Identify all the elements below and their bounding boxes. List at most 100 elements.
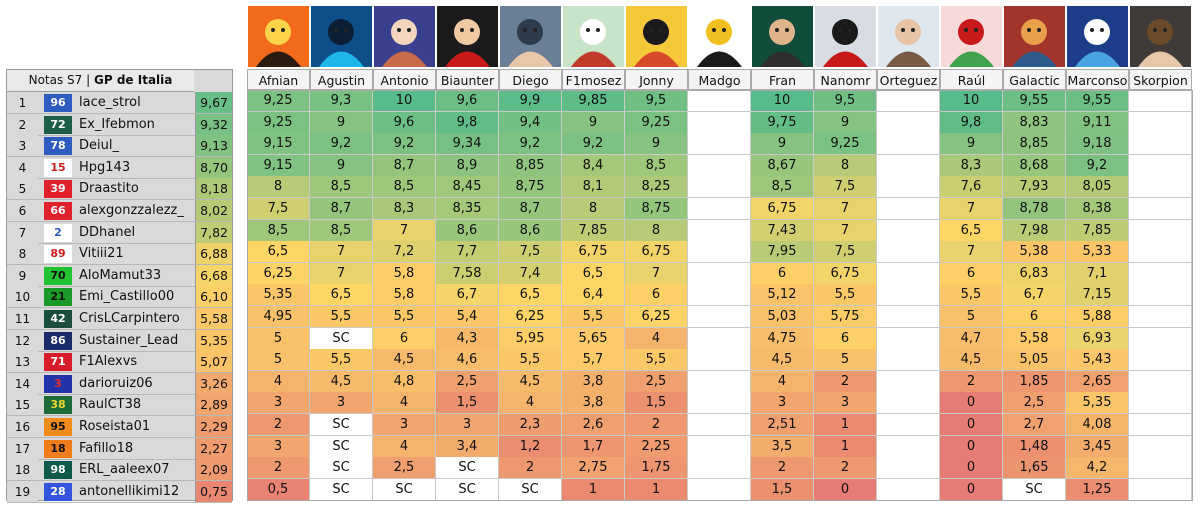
- grade-cell: 6,25: [499, 306, 562, 328]
- grade-cell: 7,85: [562, 219, 625, 242]
- grade-cell: 6,7: [436, 284, 499, 307]
- grade-cell: 8,3: [373, 198, 436, 220]
- driver-number-badge: 42: [44, 310, 72, 328]
- grades-table: Afnian Agustin Antonio Biaunter Diego F1mosez…: [247, 0, 1193, 505]
- grade-cell: 5,05: [1003, 349, 1066, 372]
- average-grade: 8,70: [195, 156, 232, 179]
- grade-cell: 5,75: [814, 306, 877, 328]
- grade-cell: 7,93: [1003, 176, 1066, 199]
- title-separator: |: [86, 73, 91, 87]
- grade-cell: 3,8: [562, 370, 625, 393]
- grade-cell: 9,6: [373, 111, 436, 134]
- average-grade: 3,26: [195, 372, 232, 395]
- grade-cell: 6,25: [247, 262, 310, 285]
- grade-cell: 5,35: [1066, 392, 1129, 415]
- grade-cell: [1129, 90, 1192, 112]
- average-grade: 2,09: [195, 459, 232, 482]
- rater-name-header: Nanomr: [814, 69, 877, 90]
- username: Vitiii21: [79, 246, 124, 262]
- ranking-row: 13 71 F1Alexvs 5,07: [7, 351, 232, 374]
- grade-cell: [1129, 154, 1192, 177]
- grade-cell: 5,8: [373, 284, 436, 307]
- cartoon-boy-avatar: [626, 6, 687, 67]
- grade-cell: 5,38: [1003, 241, 1066, 264]
- grade-cell: [1129, 457, 1192, 480]
- driver-number-badge: 78: [44, 137, 72, 156]
- grade-cell: 6,25: [625, 306, 688, 328]
- grade-cell: [877, 176, 940, 199]
- rank-number: 12: [7, 329, 38, 352]
- grade-cell: [688, 392, 751, 415]
- row-divider: [7, 437, 232, 438]
- grade-cell: 7,5: [247, 198, 310, 220]
- grade-cell: 4: [373, 435, 436, 458]
- grade-cell: 8,75: [625, 198, 688, 220]
- grade-cell: 9: [625, 133, 688, 156]
- grade-cell: 5,03: [751, 306, 814, 328]
- grade-cell: 9,34: [436, 133, 499, 156]
- grade-cell: 5,65: [562, 327, 625, 350]
- grade-cell: [688, 284, 751, 307]
- grade-cell: 6,5: [310, 284, 373, 307]
- grade-cell: 7,7: [436, 241, 499, 264]
- row-divider: [7, 177, 232, 179]
- ranking-row: 8 89 Vitiii21 6,88: [7, 243, 232, 266]
- grade-cell: 5: [940, 306, 1003, 328]
- ranking-row: 7 2 DDhanel 7,82: [7, 221, 232, 244]
- grade-cell: 9,25: [247, 111, 310, 134]
- grade-cell: 3,8: [562, 392, 625, 415]
- row-divider: [7, 156, 232, 158]
- grade-cell: 5,7: [562, 349, 625, 372]
- grade-cell: 4,95: [247, 306, 310, 328]
- grade-cell: 8,75: [499, 176, 562, 199]
- row-divider: [7, 134, 232, 136]
- cartoon-car-avatar: [1067, 6, 1128, 67]
- grade-cell: 2,5: [625, 370, 688, 393]
- grade-cell: 7,5: [499, 241, 562, 264]
- grade-cell: 8,78: [1003, 198, 1066, 220]
- grade-cell: 8: [625, 219, 688, 242]
- average-grade: 9,13: [195, 135, 232, 158]
- grade-cell: 2: [247, 457, 310, 480]
- grade-cell: 6,75: [751, 198, 814, 220]
- grade-cell: 8,6: [499, 219, 562, 242]
- race-name: GP de Italia: [94, 73, 173, 87]
- grade-cell: [1129, 370, 1192, 393]
- driver-number-badge: 15: [44, 158, 72, 177]
- grade-cell: 9: [814, 111, 877, 134]
- grade-cell: 7,43: [751, 219, 814, 242]
- average-grade: 6,10: [195, 286, 232, 309]
- grade-cell: 0: [940, 457, 1003, 480]
- driver-number-badge: 18: [44, 439, 72, 458]
- ranking-row: 12 86 Sustainer_Lead 5,35: [7, 329, 232, 352]
- grade-cell: 5,12: [751, 284, 814, 307]
- grade-cell: 4,8: [373, 370, 436, 393]
- grade-cell: [1129, 284, 1192, 307]
- grade-cell: 0: [940, 414, 1003, 436]
- grade-cell: 6: [373, 327, 436, 350]
- grade-cell: 7: [940, 198, 1003, 220]
- grade-cell: 5,5: [310, 306, 373, 328]
- grade-cell: 5,5: [814, 284, 877, 307]
- grade-cell: 9,2: [373, 133, 436, 156]
- grade-cell: 10: [940, 90, 1003, 112]
- grade-cell: [688, 133, 751, 156]
- driver-number-badge: 2: [44, 223, 72, 242]
- grade-cell: 7,95: [751, 241, 814, 264]
- username: RaulCT38: [79, 397, 142, 413]
- row-divider: [7, 415, 232, 417]
- grade-cell: [1129, 392, 1192, 415]
- grade-cell: 6,75: [625, 241, 688, 264]
- grade-cell: SC: [310, 327, 373, 350]
- grade-cell: 9,15: [247, 133, 310, 156]
- grade-cell: [688, 176, 751, 199]
- grade-cell: 2,5: [436, 370, 499, 393]
- grade-cell: 2: [940, 370, 1003, 393]
- grade-cell: 9: [751, 133, 814, 156]
- grade-cell: 1,5: [751, 478, 814, 501]
- grade-cell: 3,45: [1066, 435, 1129, 458]
- grade-cell: 9,15: [247, 154, 310, 177]
- ranking-row: 5 39 Draastito 8,18: [7, 178, 232, 201]
- ranking-row: 4 15 Hpg143 8,70: [7, 156, 232, 179]
- grade-cell: 1,25: [1066, 478, 1129, 501]
